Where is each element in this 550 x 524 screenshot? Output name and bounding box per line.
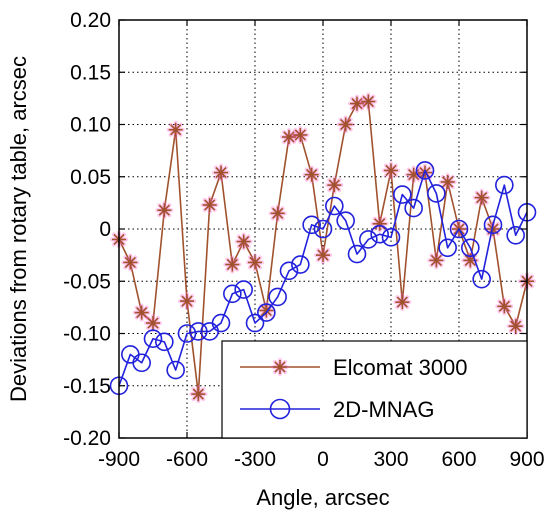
- data-point: [427, 251, 446, 270]
- data-point: [347, 244, 367, 264]
- data-point: [449, 219, 469, 239]
- data-point: [280, 128, 298, 147]
- data-point: [370, 224, 389, 244]
- y-tick-label: -0.05: [63, 270, 111, 293]
- data-point: [381, 228, 401, 247]
- data-point: [506, 317, 525, 336]
- data-point: [483, 215, 503, 235]
- data-point: [223, 255, 242, 274]
- series-line: [118, 169, 528, 387]
- data-point: [234, 232, 253, 251]
- x-tick-label: 0: [317, 448, 329, 471]
- legend-label-mnag: 2D-MNAG: [333, 397, 434, 422]
- data-point: [427, 184, 446, 203]
- data-point: [166, 360, 185, 380]
- y-tick-label: -0.20: [63, 427, 111, 450]
- data-point: [472, 188, 491, 207]
- data-point: [155, 332, 174, 352]
- data-point: [132, 353, 151, 373]
- data-point: [268, 204, 287, 223]
- data-point: [246, 253, 264, 272]
- legend: Elcomat 3000 2D-MNAG: [221, 340, 528, 439]
- data-point: [359, 230, 378, 249]
- data-point: [132, 303, 151, 322]
- legend-asterisk: [271, 358, 289, 376]
- data-point: [257, 301, 276, 320]
- y-tick-label: 0.10: [70, 114, 111, 137]
- y-tick-label: -0.10: [63, 323, 111, 346]
- data-point: [268, 287, 287, 307]
- legend-label-elcomat: Elcomat 3000: [333, 355, 468, 380]
- y-tick-label: 0.05: [70, 166, 111, 189]
- data-point: [472, 269, 491, 289]
- data-point: [325, 196, 344, 216]
- y-axis-label: Deviations from rotary table, arcsec: [6, 56, 31, 402]
- data-point: [348, 94, 366, 113]
- x-tick-label: -900: [98, 448, 140, 471]
- data-point: [495, 297, 514, 316]
- data-point: [438, 172, 457, 191]
- data-point: [370, 214, 389, 233]
- data-point: [336, 211, 355, 230]
- data-point: [393, 185, 412, 204]
- data-point: [291, 125, 310, 144]
- data-point: [155, 201, 174, 220]
- data-point: [189, 322, 208, 341]
- data-point: [415, 161, 435, 180]
- data-point: [438, 238, 457, 258]
- x-tick-label: 900: [509, 448, 544, 471]
- legend-box: [221, 340, 528, 439]
- data-point: [313, 219, 333, 239]
- x-axis-label: Angle, arcsec: [256, 485, 389, 510]
- x-tick-label: -300: [234, 448, 276, 471]
- data-point: [189, 385, 208, 404]
- x-tick-label: 600: [441, 448, 476, 471]
- data-point: [506, 225, 525, 245]
- data-point: [166, 120, 185, 139]
- ticks: -900 -600 -300 0 300 600 900 0.20 0.15 0.10 0.05 0 -…: [63, 9, 544, 471]
- data-point: [144, 314, 162, 333]
- data-point: [404, 165, 423, 184]
- data-point: [302, 165, 321, 184]
- data-point: [211, 313, 231, 333]
- data-point: [359, 92, 378, 111]
- data-point: [234, 280, 253, 299]
- data-point: [212, 163, 230, 182]
- data-point: [461, 238, 480, 258]
- data-point: [121, 253, 140, 272]
- data-point: [291, 255, 310, 274]
- data-point: [257, 303, 276, 322]
- x-tick-label: 300: [373, 448, 408, 471]
- data-point: [302, 215, 321, 235]
- data-point: [223, 284, 242, 304]
- data-point: [382, 161, 400, 180]
- legend-entry-elcomat: Elcomat 3000: [240, 355, 468, 380]
- data-point: [336, 115, 355, 134]
- data-point: [495, 175, 514, 195]
- data-point: [325, 176, 344, 195]
- data-point: [314, 246, 332, 265]
- legend-entry-mnag: 2D-MNAG: [240, 397, 434, 422]
- data-point: [200, 195, 219, 214]
- y-tick-label: 0: [99, 218, 111, 241]
- y-tick-label: 0.20: [70, 9, 111, 32]
- data-point: [404, 198, 423, 218]
- data-point: [245, 313, 265, 333]
- legend-marker-elcomat: [271, 358, 289, 376]
- data-point: [178, 292, 196, 311]
- legend-marker-mnag: [269, 398, 291, 420]
- data-point: [279, 261, 299, 281]
- x-tick-label: -600: [166, 448, 208, 471]
- data-point: [143, 329, 163, 349]
- data-point: [393, 293, 412, 312]
- y-tick-label: -0.15: [63, 375, 111, 398]
- series-mnag: [109, 161, 537, 396]
- y-tick-label: 0.15: [70, 61, 111, 84]
- data-point: [177, 324, 197, 343]
